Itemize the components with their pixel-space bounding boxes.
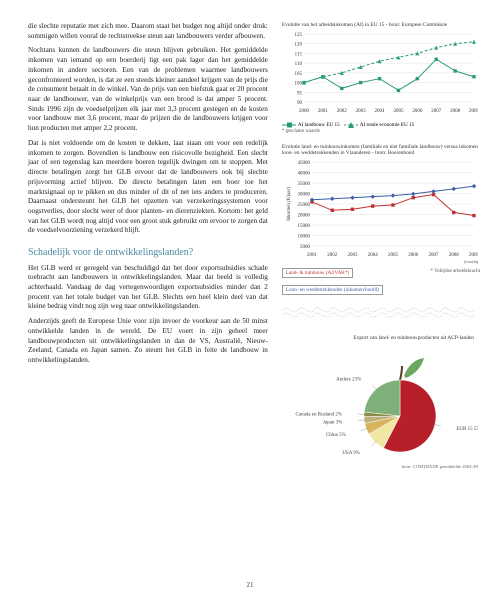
pie-plot: EUR 15 57% USA 9% China 5% Japan 3% Canada e… — [282, 344, 478, 484]
chart-2-footnote: * Voltijdse arbeidskracht — [430, 269, 480, 278]
svg-text:2003: 2003 — [347, 253, 358, 258]
svg-text:10000: 10000 — [297, 235, 310, 240]
svg-text:2003: 2003 — [355, 109, 366, 114]
svg-text:20000: 20000 — [297, 214, 310, 219]
svg-text:China 5%: China 5% — [326, 433, 346, 438]
body-text-column: die slechte reputatie met zich mee. Daar… — [28, 22, 282, 577]
svg-text:45000: 45000 — [297, 161, 310, 166]
separator — [282, 306, 478, 320]
svg-text:Andere 23%: Andere 23% — [336, 378, 361, 383]
svg-text:2009: 2009 — [469, 109, 478, 114]
legend-label: AI totale economie EU 15 — [360, 122, 414, 128]
section-heading: Schadelijk voor de ontwikkelingslanden? — [28, 246, 268, 260]
svg-text:2006: 2006 — [412, 109, 423, 114]
paragraph: Het GLB werd er geregeld van beschuldigd… — [28, 264, 268, 313]
chart-1-title: Evolutie van het arbeidsinkomen (AI) in … — [282, 22, 480, 28]
legend-label: Land- & tuinbouw (AI/VAK*) — [282, 268, 353, 278]
legend-label: AI landbouw EU 15 — [298, 122, 340, 128]
svg-text:bron: COMTRADE gemiddelde 2004: bron: COMTRADE gemiddelde 2004-2008 — [402, 464, 478, 469]
svg-text:(voorlopig): (voorlopig) — [464, 259, 478, 264]
svg-text:USA 9%: USA 9% — [342, 451, 360, 456]
svg-text:115: 115 — [294, 52, 302, 57]
svg-text:EUR 15 57%: EUR 15 57% — [456, 427, 478, 432]
svg-text:2004: 2004 — [368, 253, 379, 258]
chart-1-plot: 90 95 100 105 110 115 120 125 2000 2001 2002 2003 20… — [282, 30, 478, 120]
svg-text:100: 100 — [294, 82, 302, 87]
svg-text:5000: 5000 — [300, 245, 311, 250]
svg-text:2005: 2005 — [388, 253, 399, 258]
svg-text:2001: 2001 — [307, 253, 318, 258]
svg-text:90: 90 — [297, 101, 303, 106]
svg-text:2009: 2009 — [469, 253, 478, 258]
svg-text:2002: 2002 — [337, 109, 348, 114]
svg-text:35000: 35000 — [297, 182, 310, 187]
svg-text:40000: 40000 — [297, 172, 310, 177]
svg-text:2007: 2007 — [431, 109, 442, 114]
chart-2-plot: 5000 10000 15000 20000 25000 30000 35000 40000 4… — [282, 158, 478, 268]
chart-1: Evolutie van het arbeidsinkomen (AI) in … — [282, 22, 480, 134]
paragraph: Anderzijds geeft de Europese Unie voor z… — [28, 317, 268, 366]
paragraph: Nochtans kunnen de landbouwers die steun… — [28, 46, 268, 133]
svg-text:Canada en Rusland 2%: Canada en Rusland 2% — [295, 413, 342, 418]
svg-text:2000: 2000 — [299, 109, 310, 114]
chart-2: Evolutie land- en tuinbouwinkomen (famil… — [282, 144, 480, 296]
chart-1-footnote: * geschatte waarde — [282, 129, 480, 134]
chart-2-title: Evolutie land- en tuinbouwinkomen (famil… — [282, 144, 480, 156]
svg-text:110: 110 — [294, 62, 302, 67]
svg-text:2007: 2007 — [428, 253, 439, 258]
svg-text:2004: 2004 — [374, 109, 385, 114]
chart-1-legend: AI landbouw EU 15 AI totale economie EU … — [282, 122, 480, 128]
svg-text:2001: 2001 — [318, 109, 329, 114]
svg-text:105: 105 — [294, 72, 302, 77]
svg-text:2008: 2008 — [450, 109, 461, 114]
svg-text:125: 125 — [294, 33, 302, 38]
svg-text:15000: 15000 — [297, 224, 310, 229]
pie-chart: Export van land- en tuinbouwproducten ui… — [282, 335, 480, 489]
svg-text:30000: 30000 — [297, 193, 310, 198]
svg-text:2006: 2006 — [408, 253, 419, 258]
legend-label: Loon- en weddetrekkenden (inkomen/hoofd) — [282, 285, 383, 295]
paragraph: Dat is niet voldoende om de kosten te de… — [28, 139, 268, 236]
page-number: 21 — [247, 581, 254, 589]
pie-title: Export van land- en tuinbouwproducten ui… — [282, 335, 480, 341]
svg-text:95: 95 — [297, 91, 303, 96]
svg-text:2002: 2002 — [327, 253, 338, 258]
svg-text:2005: 2005 — [393, 109, 404, 114]
svg-text:Japan 3%: Japan 3% — [323, 421, 342, 426]
svg-text:120: 120 — [294, 43, 302, 48]
svg-text:Inkomen (€/jaar): Inkomen (€/jaar) — [287, 187, 292, 221]
chart-column: Evolutie van het arbeidsinkomen (AI) in … — [282, 22, 480, 577]
svg-text:25000: 25000 — [297, 203, 310, 208]
paragraph: die slechte reputatie met zich mee. Daar… — [28, 22, 268, 41]
svg-text:2008: 2008 — [449, 253, 460, 258]
